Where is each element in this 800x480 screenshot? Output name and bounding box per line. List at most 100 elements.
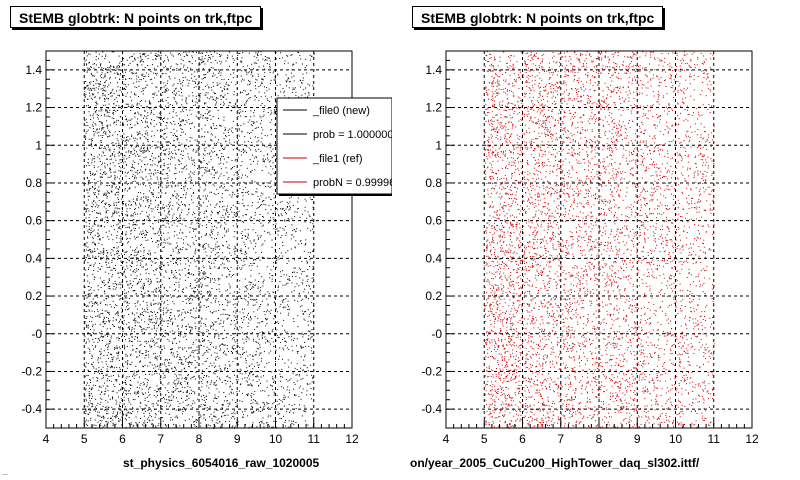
data-point [172, 153, 174, 155]
data-point [257, 334, 259, 336]
data-point [175, 153, 177, 155]
data-point [106, 259, 108, 261]
data-point [127, 327, 129, 329]
data-point [85, 183, 86, 185]
data-point [205, 243, 207, 244]
data-point [133, 53, 135, 55]
data-point [127, 291, 129, 293]
data-point [134, 186, 136, 188]
data-point [140, 105, 142, 107]
data-point [97, 379, 98, 381]
data-point [193, 421, 195, 423]
data-point [111, 90, 113, 92]
data-point [242, 322, 243, 324]
data-point [109, 78, 111, 80]
data-point [165, 226, 167, 228]
data-point [85, 59, 87, 61]
data-point [86, 63, 88, 65]
data-point [194, 213, 196, 215]
data-point [90, 419, 92, 421]
data-point [174, 390, 176, 392]
data-point [168, 210, 170, 212]
data-point [215, 380, 217, 382]
data-point [267, 309, 268, 311]
data-point [120, 116, 122, 118]
data-point [119, 159, 121, 161]
data-point [178, 310, 180, 312]
data-point [137, 411, 139, 413]
data-point [213, 311, 215, 313]
data-point [278, 215, 280, 217]
data-point [179, 260, 181, 262]
data-point [276, 208, 278, 209]
data-point [191, 100, 193, 102]
data-point [102, 321, 104, 322]
data-point [194, 287, 196, 288]
data-point [308, 284, 310, 286]
data-point [264, 134, 266, 136]
data-point [295, 94, 297, 96]
data-point [105, 261, 106, 263]
data-point [159, 318, 161, 320]
data-point [227, 246, 229, 248]
data-point [275, 349, 277, 351]
data-point [145, 196, 147, 198]
data-point [162, 384, 164, 386]
data-point [216, 289, 218, 291]
data-point [271, 376, 273, 378]
data-point [270, 165, 272, 167]
data-point [253, 239, 255, 241]
data-point [211, 226, 213, 228]
data-point [136, 86, 138, 88]
data-point [207, 299, 209, 301]
data-point [180, 83, 182, 85]
data-point [108, 112, 110, 113]
data-point [187, 312, 189, 314]
data-point [220, 319, 222, 321]
data-point [216, 97, 217, 99]
data-point [255, 245, 256, 247]
data-point [255, 85, 256, 87]
data-point [254, 181, 256, 183]
data-point [116, 237, 118, 239]
data-point [165, 100, 167, 101]
data-point [152, 194, 154, 196]
data-point [253, 411, 255, 413]
data-point [136, 75, 138, 77]
data-point [283, 337, 285, 339]
data-point [283, 415, 285, 417]
data-point [155, 262, 157, 263]
data-point [214, 396, 216, 398]
data-point [246, 209, 248, 210]
data-point [177, 203, 179, 205]
data-point [272, 72, 274, 74]
data-point [171, 394, 173, 396]
data-point [275, 308, 277, 310]
data-point [99, 161, 101, 162]
data-point [100, 142, 102, 144]
data-point [150, 226, 152, 228]
data-point [256, 57, 258, 59]
data-point [275, 58, 277, 60]
data-point [98, 316, 100, 318]
data-point [93, 341, 95, 343]
data-point [266, 401, 268, 403]
data-point [134, 331, 136, 333]
data-point [130, 214, 132, 216]
data-point [275, 426, 277, 428]
data-point [96, 114, 98, 116]
data-point [91, 317, 93, 318]
data-point [257, 55, 259, 56]
data-point [135, 293, 137, 295]
data-point [212, 249, 214, 251]
data-point [122, 330, 124, 332]
data-point [238, 353, 240, 355]
data-point [181, 249, 183, 250]
data-point [132, 285, 134, 287]
data-point [85, 423, 87, 425]
data-point [109, 124, 111, 126]
data-point [188, 51, 190, 53]
data-point [85, 152, 87, 154]
data-point [225, 230, 227, 232]
data-point [311, 352, 313, 354]
